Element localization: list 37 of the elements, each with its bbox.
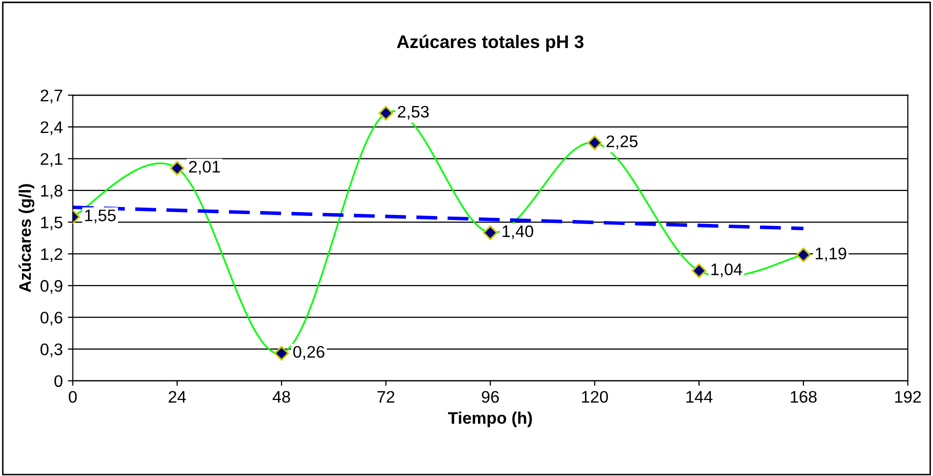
x-tick-label: 120 bbox=[582, 390, 608, 403]
point bbox=[274, 346, 289, 361]
data-label: 1,55 bbox=[85, 210, 116, 224]
x-tick-label: 24 bbox=[168, 390, 186, 403]
x-tick-label: 144 bbox=[686, 391, 712, 403]
y-tick-label: 0,9 bbox=[40, 280, 62, 294]
chart-title: Azúcares totales pH 3 bbox=[396, 34, 584, 52]
point bbox=[587, 135, 602, 150]
y-tick-label: 0 bbox=[54, 375, 62, 388]
point bbox=[796, 248, 811, 262]
point bbox=[170, 160, 185, 176]
x-tick-label: 0 bbox=[68, 390, 77, 403]
x-tick-label: 168 bbox=[790, 390, 817, 403]
y-tick-label: 2,7 bbox=[40, 90, 62, 104]
y-tick-label: 1,5 bbox=[41, 216, 62, 230]
data-label: 1,19 bbox=[816, 248, 846, 262]
y-tick-label: 0,6 bbox=[40, 312, 62, 326]
data-label: 0,26 bbox=[293, 346, 324, 360]
x-tick-label: 72 bbox=[378, 390, 394, 403]
y-tick-label: 2,1 bbox=[40, 153, 62, 167]
y-tick-label: 0,3 bbox=[40, 343, 62, 358]
point bbox=[482, 225, 498, 240]
y-tick-label: 2,4 bbox=[40, 121, 63, 136]
point bbox=[692, 263, 706, 278]
data-label: 1,40 bbox=[502, 225, 534, 240]
x-tick-label: 192 bbox=[895, 390, 921, 403]
data-label: 1,04 bbox=[711, 263, 742, 278]
y-tick-label: 1,2 bbox=[41, 248, 62, 262]
data-label: 2,01 bbox=[189, 160, 220, 175]
data-label: 2,25 bbox=[606, 135, 638, 150]
y-tick-label: 1,8 bbox=[41, 184, 62, 199]
y-axis-title: Azúcares (g/l) bbox=[18, 184, 34, 292]
point bbox=[378, 106, 394, 121]
x-tick-label: 96 bbox=[482, 390, 499, 403]
data-label: 2,53 bbox=[398, 106, 429, 120]
x-axis-title: Tiempo (h) bbox=[448, 412, 532, 428]
x-tick-label: 48 bbox=[272, 390, 290, 403]
